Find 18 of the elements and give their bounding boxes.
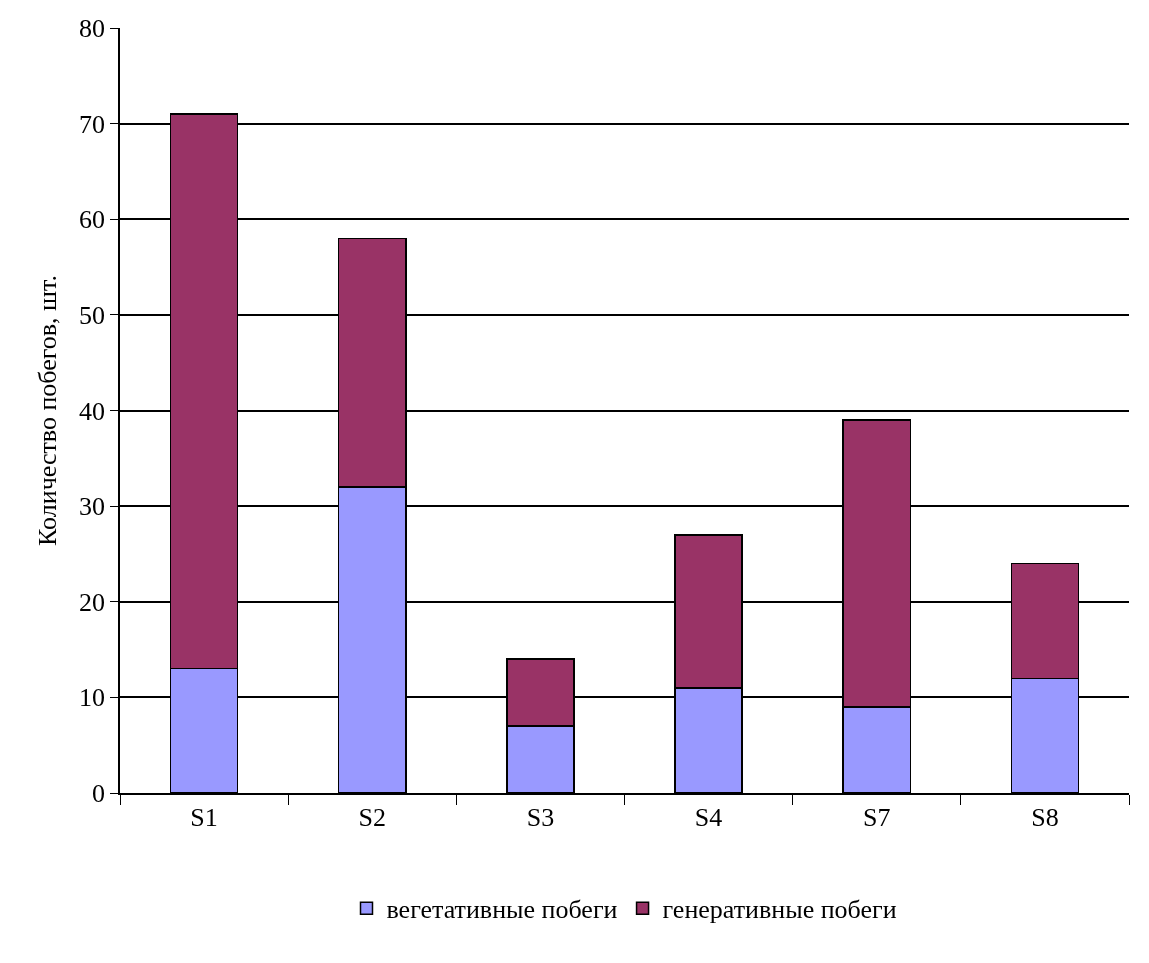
x-tick-label: S7: [863, 802, 891, 832]
legend-label: генеративные побеги: [662, 895, 897, 925]
x-tick-label: S3: [526, 802, 555, 832]
y-tick-label: 60: [79, 205, 106, 235]
y-tick-label: 0: [92, 779, 106, 809]
y-axis-title: Количество побегов, шт.: [32, 275, 62, 546]
y-tick-label: 80: [79, 14, 106, 44]
y-tick-label: 30: [79, 492, 106, 522]
x-tick-label: S2: [358, 802, 386, 832]
y-tick-label: 40: [79, 396, 106, 426]
y-tick-label: 20: [79, 587, 106, 617]
y-tick-label: 70: [79, 109, 106, 139]
x-tick-label: S1: [190, 802, 218, 832]
y-tick-label: 50: [79, 300, 106, 330]
x-tick-label: S8: [1031, 802, 1059, 832]
y-tick-label: 10: [79, 683, 106, 713]
legend-label: вегетативные побеги: [386, 895, 618, 925]
x-tick-label: S4: [694, 802, 723, 832]
